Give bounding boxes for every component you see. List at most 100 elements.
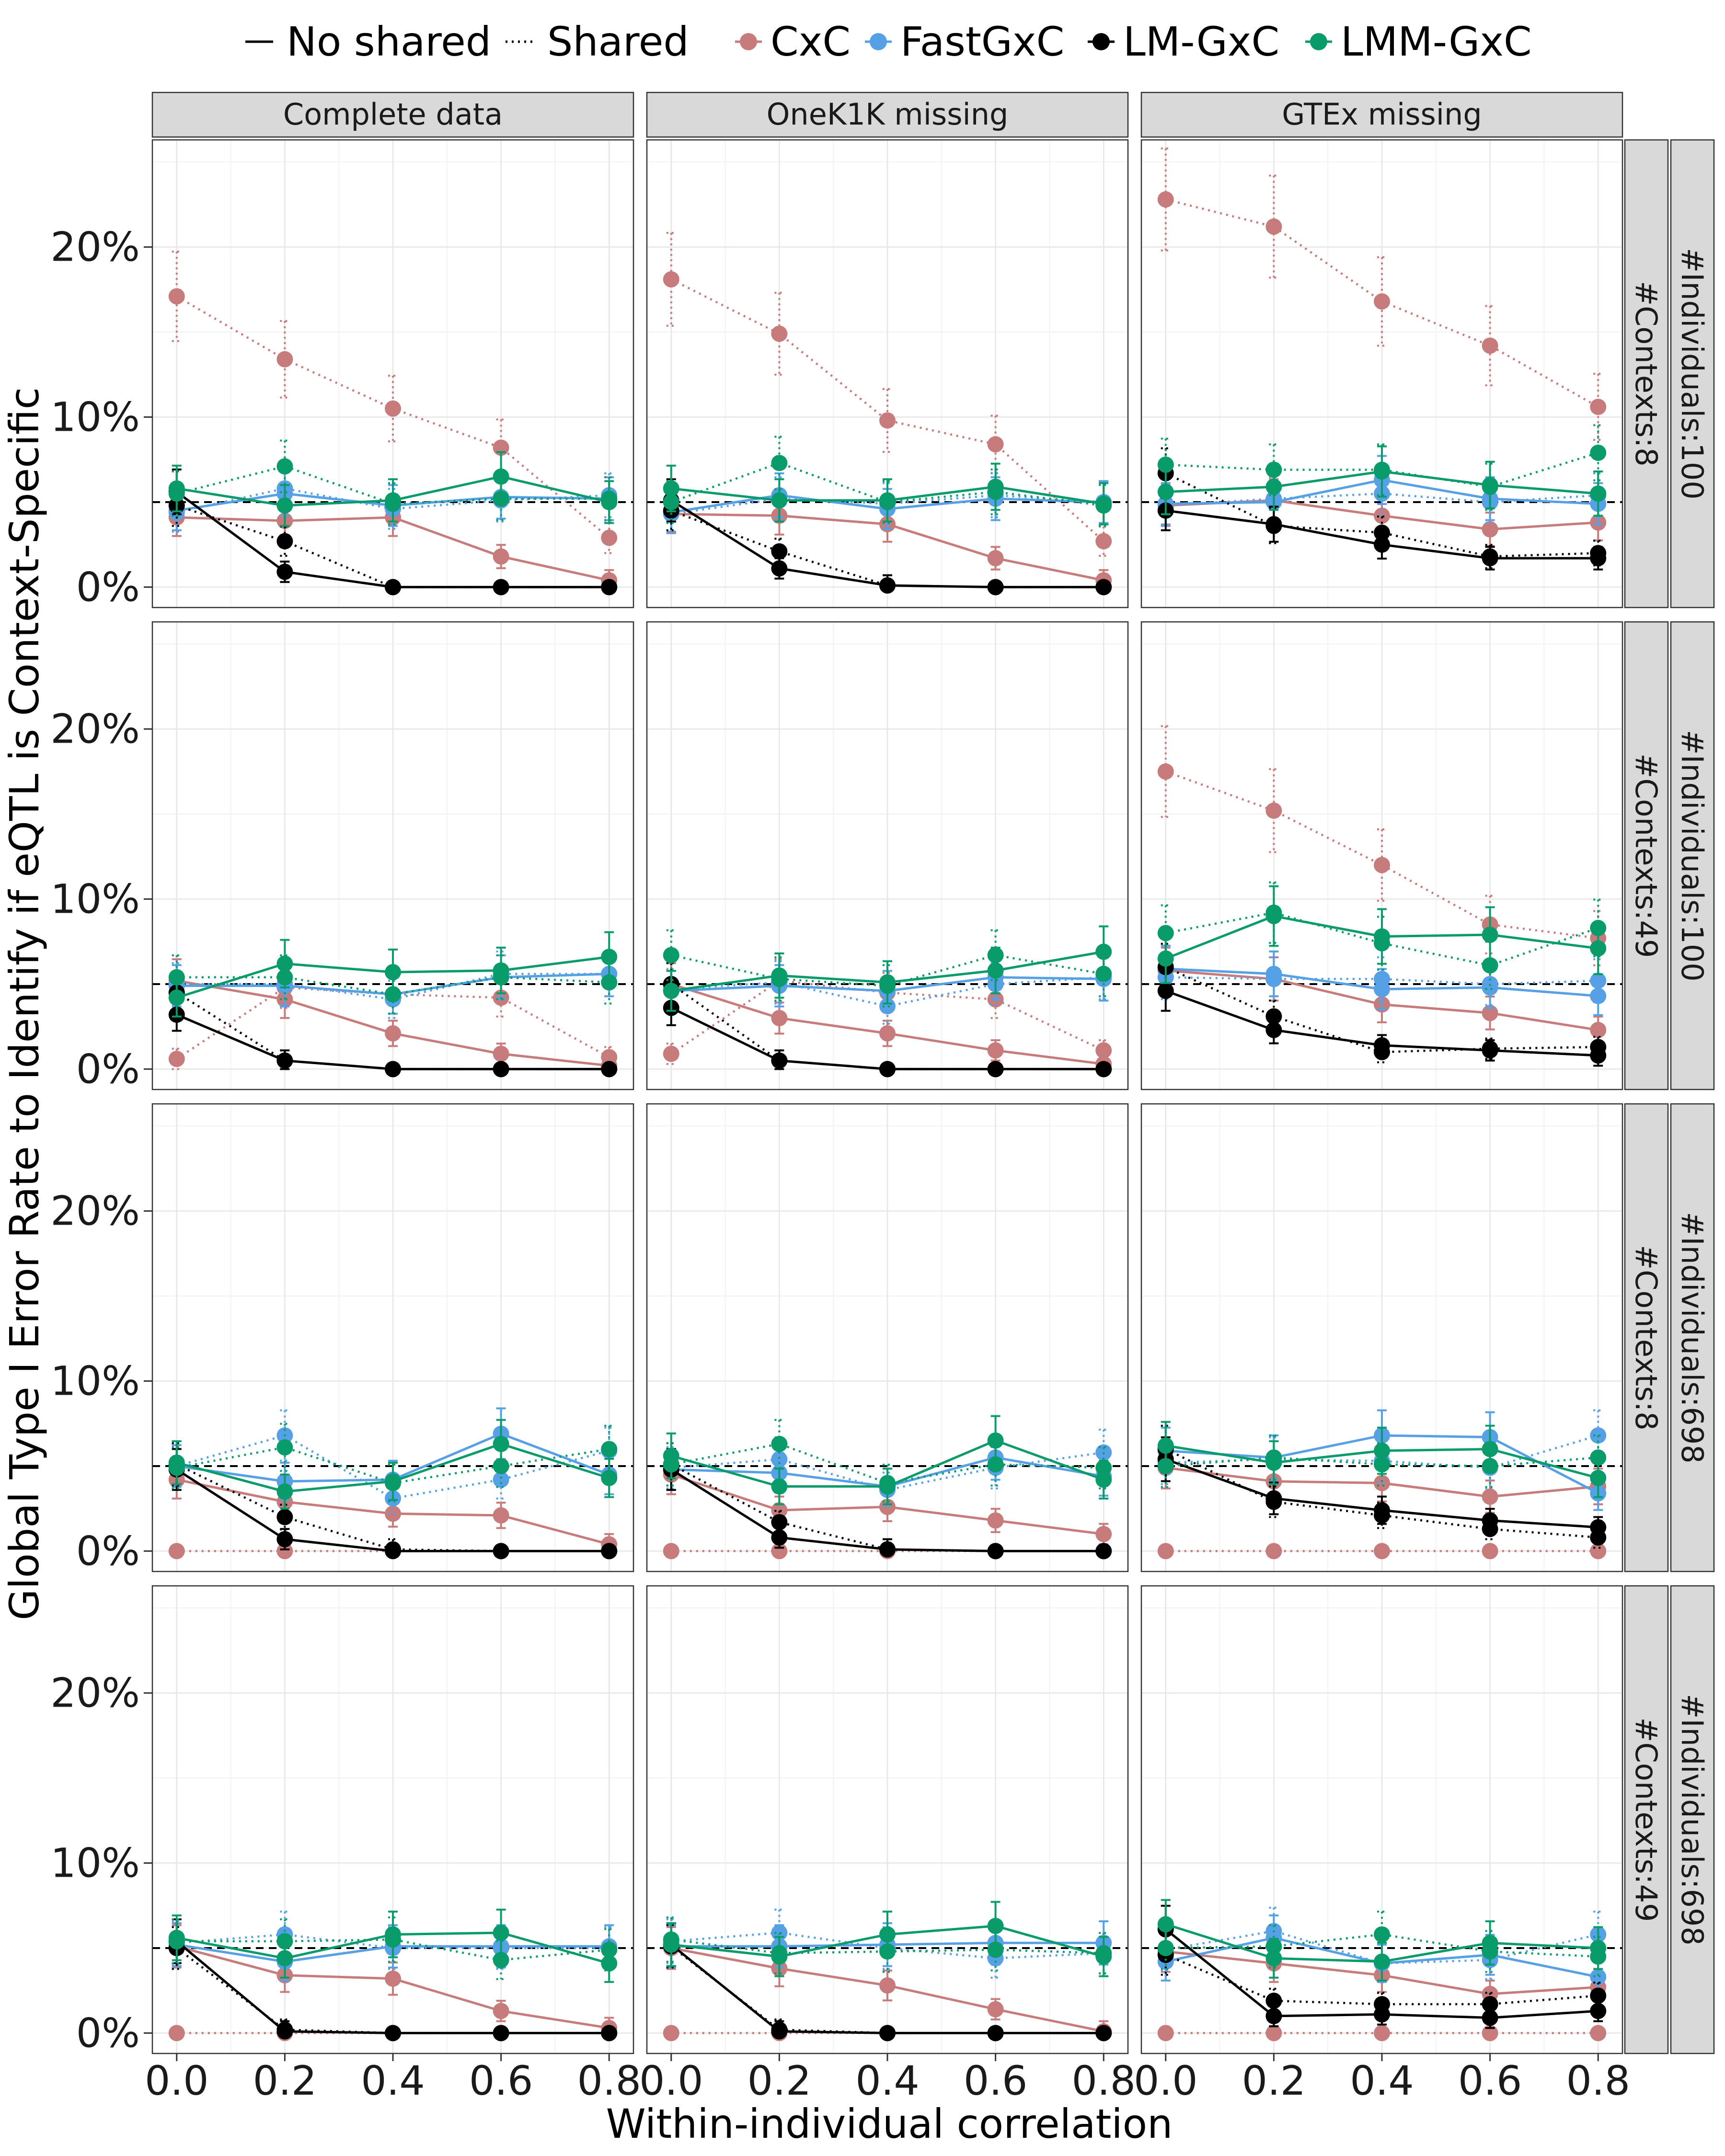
data-point-lmm-gxc [771, 1948, 788, 1965]
series-line-cxc-shared [670, 979, 1104, 1055]
data-point-cxc [1157, 2025, 1174, 2041]
data-point-cxc [663, 1543, 679, 1560]
data-point-cxc [879, 1025, 896, 1042]
y-tick-label: 10% [50, 1358, 140, 1405]
legend-label-shared: Shared [547, 18, 689, 65]
row-strip-contexts-label: #Contexts:49 [1629, 754, 1664, 958]
data-point-fastgxc [1265, 965, 1282, 982]
x-axis-title: Within-individual correlation [606, 2100, 1173, 2147]
row-strip-contexts-label: #Contexts:8 [1629, 281, 1664, 466]
series-line-lmm-gxc-shared [1165, 1933, 1598, 1958]
column-strips: Complete data OneK1K missing GTEx missing [151, 92, 1623, 138]
data-point-lmm-gxc [663, 947, 679, 963]
data-point-lm-gxc [493, 1061, 509, 1078]
row-strip-contexts-1 [1624, 621, 1669, 1090]
data-point-lmm-gxc [1590, 1469, 1607, 1486]
data-point-cxc [1157, 191, 1174, 208]
x-tick-label: 0.4 [1350, 2057, 1414, 2104]
data-point-cxc [1374, 507, 1390, 524]
data-point-lm-gxc [1095, 2025, 1112, 2041]
y-tick-label: 20% [50, 1670, 140, 1717]
panel-border [646, 621, 1129, 1090]
panel-r3-c1 [646, 1585, 1129, 2054]
data-point-cxc [987, 550, 1004, 567]
data-point-lm-gxc [1482, 1042, 1498, 1059]
data-point-lmm-gxc [276, 1950, 293, 1967]
data-point-cxc [987, 436, 1004, 453]
data-point-lm-gxc [1374, 1037, 1390, 1054]
data-point-lmm-gxc [1095, 1948, 1112, 1965]
data-point-lm-gxc [385, 579, 401, 596]
data-point-lm-gxc [385, 2025, 401, 2041]
data-point-cxc [1482, 1005, 1498, 1021]
data-point-lm-gxc [771, 1052, 788, 1069]
data-point-lm-gxc [601, 2025, 618, 2041]
data-point-lmm-gxc [771, 1435, 788, 1452]
data-point-fastgxc [1590, 1969, 1607, 1985]
panel-r3-c0 [151, 1585, 634, 2054]
data-point-lm-gxc [276, 1509, 293, 1525]
data-point-lm-gxc [771, 2023, 788, 2040]
data-point-cxc [276, 351, 293, 367]
data-point-lmm-gxc [663, 1936, 679, 1953]
legend-label-lm-gxc: LM-GxC [1123, 18, 1279, 65]
data-point-lm-gxc [1265, 1021, 1282, 1038]
data-point-lm-gxc [771, 1514, 788, 1531]
row-strip-individuals-label: #Individuals:100 [1675, 730, 1710, 981]
data-point-lmm-gxc [879, 1478, 896, 1495]
data-point-lm-gxc [276, 563, 293, 580]
row-strip-contexts-label: #Contexts:49 [1629, 1718, 1664, 1922]
data-point-lmm-gxc [1482, 927, 1498, 943]
data-point-lmm-gxc [276, 955, 293, 972]
legend-label-no-shared: No shared [287, 18, 491, 65]
data-point-lm-gxc [1374, 1502, 1390, 1519]
legend-label-fastgxc: FastGxC [900, 18, 1064, 65]
data-point-lm-gxc [1157, 983, 1174, 999]
data-point-lmm-gxc [1374, 1926, 1390, 1943]
data-point-lmm-gxc [276, 1439, 293, 1456]
data-point-lmm-gxc [493, 962, 509, 979]
data-point-lmm-gxc [879, 974, 896, 991]
x-tick-label: 0.0 [1134, 2057, 1198, 2104]
y-tick-label: 0% [76, 1045, 140, 1092]
data-point-lm-gxc [1265, 2007, 1282, 2024]
data-point-lmm-gxc [601, 493, 618, 510]
x-tick-label: 0.8 [577, 2057, 641, 2104]
data-point-lmm-gxc [1157, 925, 1174, 941]
data-point-cxc [879, 1977, 896, 1994]
data-point-cxc [1590, 2025, 1607, 2041]
data-point-lmm-gxc [493, 1925, 509, 1941]
data-point-cxc [1482, 2025, 1498, 2041]
data-point-lmm-gxc [1590, 940, 1607, 957]
row-strip-contexts-0 [1624, 139, 1669, 608]
data-point-lm-gxc [987, 1543, 1004, 1560]
data-point-lmm-gxc [276, 458, 293, 475]
data-point-lmm-gxc [1095, 943, 1112, 960]
data-point-lm-gxc [1590, 1519, 1607, 1536]
row-strip-contexts-3 [1624, 1585, 1669, 2054]
data-point-lm-gxc [987, 2025, 1004, 2041]
x-tick-label: 0.0 [639, 2057, 703, 2104]
column-strip-2 [1140, 92, 1623, 138]
data-point-cxc [493, 2003, 509, 2019]
data-point-lm-gxc [1590, 1047, 1607, 1064]
data-point-lmm-gxc [987, 1432, 1004, 1449]
data-point-cxc [771, 325, 788, 342]
data-point-fastgxc [1482, 979, 1498, 996]
data-point-lmm-gxc [493, 468, 509, 485]
data-point-cxc [1157, 763, 1174, 780]
data-point-cxc [385, 400, 401, 417]
panel-border [1140, 139, 1623, 608]
data-point-cxc [1374, 1543, 1390, 1560]
x-tick-label: 0.2 [1242, 2057, 1306, 2104]
data-point-lmm-gxc [601, 1469, 618, 1486]
data-point-cxc [663, 271, 679, 288]
data-point-cxc [276, 1543, 293, 1560]
series-line-lmm-gxc-shared [176, 1938, 610, 1961]
y-tick-label: 10% [50, 1840, 140, 1887]
row-strip-individuals-1 [1670, 621, 1715, 1090]
data-point-lmm-gxc [1157, 1916, 1174, 1933]
panel-r3-c2 [1140, 1585, 1623, 2054]
data-point-lm-gxc [276, 1531, 293, 1548]
data-point-lm-gxc [771, 560, 788, 577]
